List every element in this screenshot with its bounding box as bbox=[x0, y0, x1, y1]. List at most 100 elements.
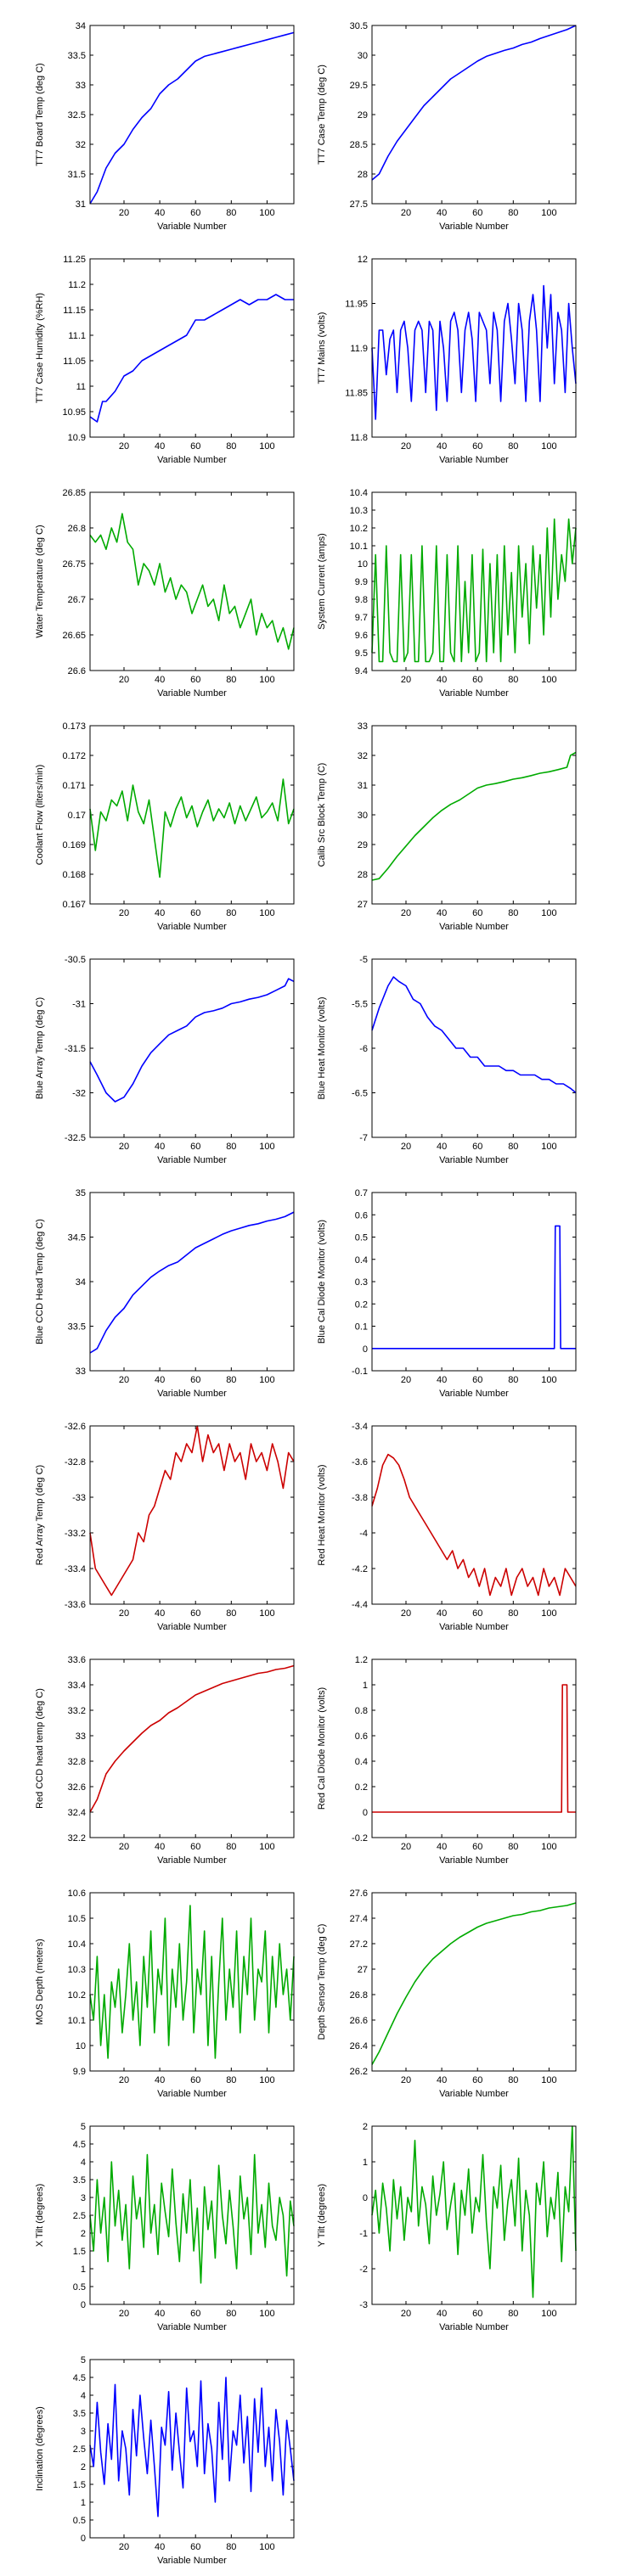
axes-box bbox=[371, 958, 577, 1138]
y-tick-label: 1 bbox=[81, 2498, 86, 2508]
x-axis-label: Variable Number bbox=[157, 688, 227, 699]
axes-box bbox=[371, 2125, 577, 2305]
x-axis-label: Variable Number bbox=[439, 1155, 509, 1165]
x-axis-label: Variable Number bbox=[439, 922, 509, 932]
x-tick-label: 20 bbox=[119, 1142, 129, 1152]
y-axis-label: MOS Depth (meters) bbox=[35, 1939, 45, 2024]
x-tick-label: 100 bbox=[259, 1608, 274, 1619]
x-tick-label: 20 bbox=[401, 1375, 411, 1385]
y-tick-label: 26.6 bbox=[350, 2016, 368, 2026]
series-line bbox=[89, 1664, 295, 1813]
y-tick-label: 0.7 bbox=[355, 1188, 368, 1198]
y-tick-label: 33.2 bbox=[68, 1706, 86, 1716]
y-axis-label: Red CCD head temp (deg C) bbox=[35, 1688, 45, 1809]
x-axis-label: Variable Number bbox=[157, 922, 227, 932]
x-tick-label: 60 bbox=[472, 1608, 482, 1619]
y-tick-label: 10 bbox=[358, 559, 368, 570]
x-tick-label: 40 bbox=[155, 1608, 165, 1619]
y-tick-label: 3 bbox=[81, 2427, 86, 2437]
y-axis-label: Red Heat Monitor (volts) bbox=[317, 1464, 327, 1565]
series-line bbox=[89, 294, 294, 423]
x-tick-label: 40 bbox=[155, 908, 165, 918]
y-tick-label: 0.3 bbox=[355, 1277, 368, 1288]
y-axis-label: Calib Src Block Temp (C) bbox=[317, 763, 327, 867]
axes-box bbox=[371, 725, 577, 905]
y-tick-label: -5.5 bbox=[352, 1000, 368, 1010]
x-axis-label: Variable Number bbox=[439, 2089, 509, 2099]
y-tick-label: 3 bbox=[81, 2193, 86, 2203]
x-tick-label: 100 bbox=[259, 441, 274, 452]
y-tick-label: 26.2 bbox=[350, 2067, 368, 2077]
x-axis-label: Variable Number bbox=[439, 1389, 509, 1399]
y-tick-label: 0 bbox=[81, 2534, 86, 2544]
x-tick-label: 60 bbox=[190, 441, 200, 452]
y-tick-label: 3.5 bbox=[73, 2409, 86, 2419]
series-line bbox=[89, 2377, 295, 2517]
x-tick-label: 60 bbox=[190, 2542, 200, 2552]
y-tick-label: -4.4 bbox=[352, 1600, 368, 1610]
x-tick-label: 80 bbox=[508, 908, 518, 918]
y-axis-label: TT7 Case Humidity (%RH) bbox=[35, 293, 45, 403]
axes-box bbox=[371, 1425, 577, 1605]
x-tick-label: 40 bbox=[437, 441, 447, 452]
x-tick-label: 80 bbox=[226, 908, 236, 918]
y-tick-label: -4 bbox=[359, 1529, 368, 1539]
y-axis-label: Blue Heat Monitor (volts) bbox=[317, 996, 327, 1099]
chart-panel-20: -3 -2 -1 0 1 2 20 40 60 80 100 Variable Number Y Til… bbox=[317, 2122, 577, 2332]
y-axis-label: TT7 Case Temp (deg C) bbox=[317, 65, 327, 165]
x-tick-label: 80 bbox=[226, 1375, 236, 1385]
y-tick-label: 33 bbox=[358, 721, 368, 732]
series-line bbox=[89, 1905, 295, 2059]
y-tick-label: 2 bbox=[81, 2229, 86, 2239]
x-tick-label: 20 bbox=[119, 441, 129, 452]
y-tick-label: -3 bbox=[359, 2300, 368, 2310]
y-tick-label: 0.4 bbox=[355, 1255, 368, 1266]
series-line bbox=[89, 978, 295, 1103]
y-tick-label: 32.2 bbox=[68, 1833, 86, 1844]
y-tick-label: 11.95 bbox=[345, 300, 368, 310]
x-tick-label: 100 bbox=[259, 908, 274, 918]
y-tick-label: 0.4 bbox=[355, 1757, 368, 1767]
axes-box bbox=[89, 258, 295, 438]
y-axis-label: Blue CCD Head Temp (deg C) bbox=[35, 1219, 45, 1344]
y-tick-label: 0.17 bbox=[68, 811, 86, 821]
y-tick-label: 29.5 bbox=[350, 81, 368, 91]
x-tick-label: 80 bbox=[508, 1142, 518, 1152]
chart-panel-13: -33.6 -33.4 -33.2 -33 -32.8 -32.6 20 40 60 80 100 V… bbox=[35, 1422, 295, 1632]
x-tick-label: 20 bbox=[401, 208, 411, 218]
x-tick-label: 80 bbox=[508, 2309, 518, 2319]
x-tick-label: 100 bbox=[541, 208, 556, 218]
y-tick-label: 29 bbox=[358, 840, 368, 850]
y-tick-label: -4.2 bbox=[352, 1564, 368, 1574]
series-line bbox=[89, 1211, 295, 1354]
y-tick-label: 0.171 bbox=[62, 781, 86, 791]
x-tick-label: 60 bbox=[190, 1375, 200, 1385]
y-tick-label: 1 bbox=[363, 2158, 368, 2168]
x-tick-label: 40 bbox=[155, 208, 165, 218]
x-tick-label: 60 bbox=[472, 1142, 482, 1152]
x-axis-label: Variable Number bbox=[157, 2322, 227, 2332]
y-tick-label: 28 bbox=[358, 870, 368, 880]
x-tick-label: 20 bbox=[401, 2309, 411, 2319]
chart-panel-17: 9.9 10 10.1 10.2 10.3 10.4 10.5 10.6 20 40 60 80 100… bbox=[35, 1889, 295, 2099]
x-axis-label: Variable Number bbox=[157, 2089, 227, 2099]
y-tick-label: 11.8 bbox=[350, 433, 368, 443]
y-axis-label: Water Temperature (deg C) bbox=[35, 525, 45, 637]
x-axis-label: Variable Number bbox=[157, 1155, 227, 1165]
x-tick-label: 60 bbox=[190, 908, 200, 918]
series-line bbox=[372, 1225, 576, 1350]
x-tick-label: 80 bbox=[508, 1375, 518, 1385]
chart-panel-9: -32.5 -32 -31.5 -31 -30.5 20 40 60 80 100 Variable… bbox=[35, 955, 295, 1165]
x-tick-label: 100 bbox=[541, 1842, 556, 1852]
y-tick-label: 32 bbox=[76, 140, 86, 150]
x-tick-label: 40 bbox=[437, 675, 447, 685]
y-axis-label: X Tilt (degrees) bbox=[35, 2184, 45, 2248]
x-axis-label: Variable Number bbox=[157, 1855, 227, 1866]
y-tick-label: 26.75 bbox=[62, 559, 86, 570]
x-tick-label: 40 bbox=[437, 908, 447, 918]
y-tick-label: -3.6 bbox=[352, 1457, 368, 1468]
x-tick-label: 60 bbox=[190, 208, 200, 218]
y-tick-label: -32.6 bbox=[65, 1422, 86, 1432]
y-tick-label: -33.4 bbox=[65, 1564, 86, 1574]
y-tick-label: 0.168 bbox=[62, 870, 86, 880]
